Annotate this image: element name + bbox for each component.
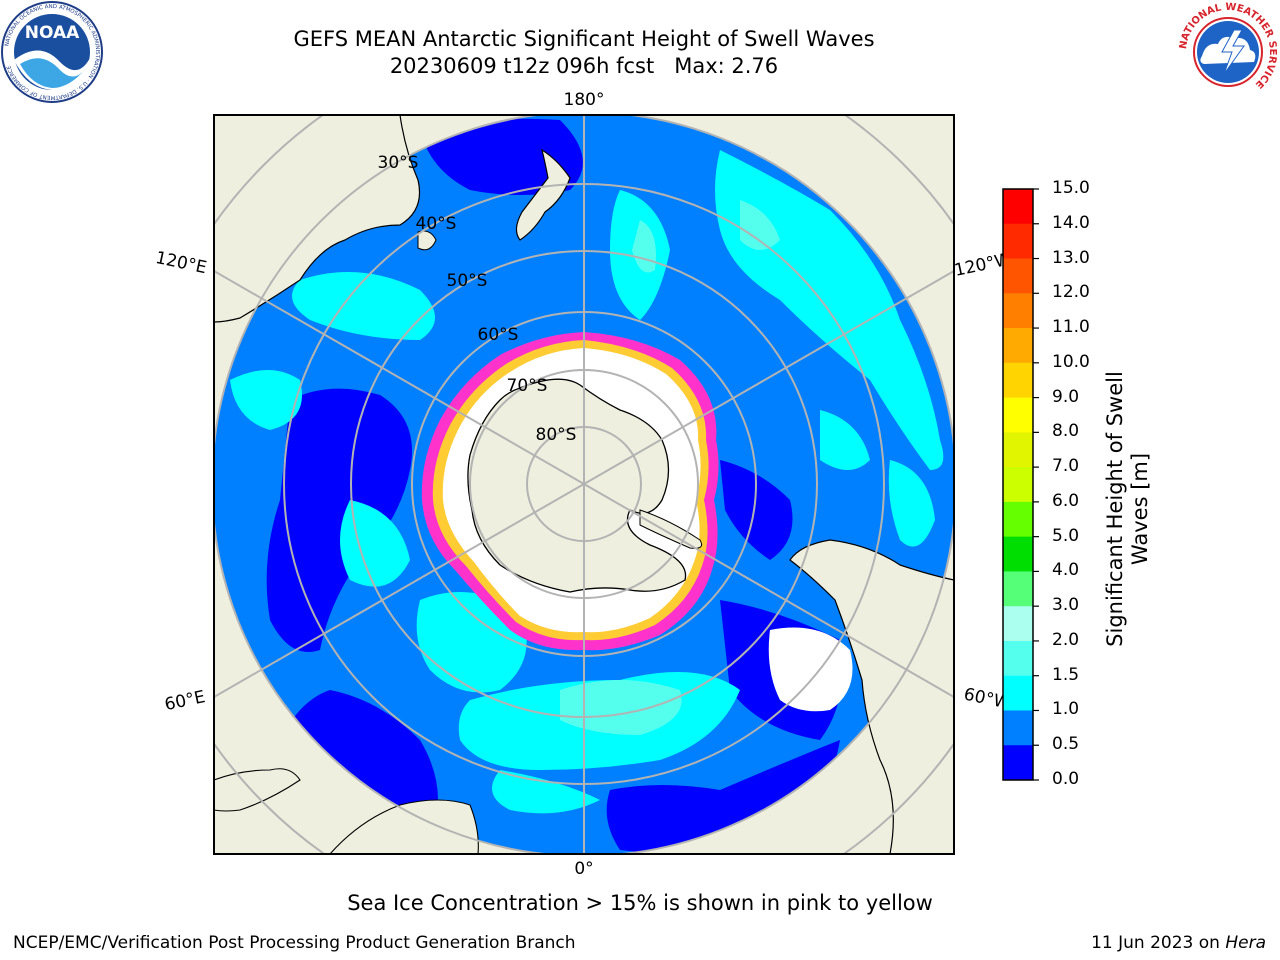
madagascar xyxy=(214,768,301,812)
colorbar-bin-8.0-9.0 xyxy=(1003,397,1033,433)
lon-label-120e: 120°E xyxy=(154,248,209,278)
africa xyxy=(329,799,479,854)
colorbar-tick-label: 6.0 xyxy=(1052,490,1080,511)
footer-date-text: 11 Jun 2023 on xyxy=(1091,933,1226,953)
colorbar-label: Significant Height of Swell Waves [m] xyxy=(1103,309,1153,709)
meridian-lines xyxy=(214,115,954,854)
lat-label-80s: 80°S xyxy=(536,425,577,445)
colorbar-tick-marks xyxy=(1033,188,1039,781)
colorbar-bin-11.0-12.0 xyxy=(1003,293,1033,329)
colorbar-tick-label: 2.0 xyxy=(1052,629,1080,650)
sea-ice-footnote: Sea Ice Concentration > 15% is shown in … xyxy=(347,891,933,915)
lon-label-180: 180° xyxy=(564,90,605,110)
nws-logo-icon: NATIONAL WEATHER SERVICE xyxy=(1178,2,1278,102)
colorbar-tick-label: 11.0 xyxy=(1052,317,1090,338)
lon-label-0: 0° xyxy=(574,859,593,879)
footer-host: Hera xyxy=(1225,933,1266,953)
colorbar-tick-label: 0.0 xyxy=(1052,769,1080,789)
lat-label-40s: 40°S xyxy=(416,214,457,234)
lat-label-50s: 50°S xyxy=(447,271,488,291)
lat-label-30s: 30°S xyxy=(378,153,419,173)
colorbar-tick-label: 3.0 xyxy=(1052,595,1080,616)
footer-date: 11 Jun 2023 on Hera xyxy=(1091,933,1266,953)
lat-label-70s: 70°S xyxy=(507,376,548,396)
colorbar-frame xyxy=(1002,188,1034,781)
colorbar-bin-2.0-3.0 xyxy=(1003,606,1033,642)
ice-free-patch xyxy=(768,627,853,712)
colorbar-bin-4.0-5.0 xyxy=(1003,536,1033,572)
colorbar-bin-0.5-1.0 xyxy=(1003,710,1033,746)
colorbar-tick-label: 1.5 xyxy=(1052,664,1080,685)
colorbar-bin-5.0-6.0 xyxy=(1003,501,1033,538)
colorbar-bin-14.0-15.0 xyxy=(1003,189,1033,225)
antarctic-peninsula xyxy=(639,509,703,549)
colorbar-bin-0.0-0.5 xyxy=(1003,745,1033,781)
tasmania xyxy=(417,230,437,251)
colorbar-bin-12.0-13.0 xyxy=(1003,258,1033,294)
colorbar-bin-1.0-1.5 xyxy=(1003,675,1033,711)
south-america xyxy=(789,539,954,854)
colorbar-bin-9.0-10.0 xyxy=(1003,362,1033,399)
chart-title-block: GEFS MEAN Antarctic Significant Height o… xyxy=(184,26,984,80)
footer-credit: NCEP/EMC/Verification Post Processing Pr… xyxy=(13,933,576,953)
colorbar-bin-3.0-4.0 xyxy=(1003,571,1033,607)
new-zealand xyxy=(515,148,571,241)
colorbar-bin-13.0-14.0 xyxy=(1003,223,1033,260)
colorbar-tick-label: 1.0 xyxy=(1052,699,1080,720)
colorbar-tick-label: 10.0 xyxy=(1052,351,1090,372)
colorbar-tick-label: 13.0 xyxy=(1052,247,1090,268)
colorbar-tick-label: 15.0 xyxy=(1052,178,1090,198)
lon-label-60e: 60°E xyxy=(163,687,207,715)
colorbar-tick-label: 0.5 xyxy=(1052,734,1080,755)
colorbar-tick-label: 12.0 xyxy=(1052,282,1090,303)
colorbar-tick-label: 9.0 xyxy=(1052,386,1080,407)
noaa-logo-text: NOAA xyxy=(25,23,80,43)
colorbar-bin-10.0-11.0 xyxy=(1003,328,1033,364)
australia xyxy=(214,115,421,323)
colorbar-tick-label: 4.0 xyxy=(1052,560,1080,581)
chart-subtitle: 20230609 t12z 096h fcst Max: 2.76 xyxy=(389,54,779,78)
noaa-logo-icon: NOAA NATIONAL OCEANIC AND ATMOSPHERIC AD… xyxy=(1,1,103,103)
colorbar-tick-label: 14.0 xyxy=(1052,212,1090,233)
colorbar-tick-label: 5.0 xyxy=(1052,525,1080,546)
colorbar-bin-7.0-8.0 xyxy=(1003,432,1033,468)
colorbar-bin-6.0-7.0 xyxy=(1003,467,1033,503)
colorbar-bin-1.5-2.0 xyxy=(1003,640,1033,677)
colorbar-tick-label: 7.0 xyxy=(1052,456,1080,477)
swell-1.5-2.0-field xyxy=(560,200,780,735)
colorbar-label-line1: Significant Height of Swell xyxy=(1103,371,1127,647)
colorbar-tick-label: 8.0 xyxy=(1052,421,1080,442)
colorbar-label-line2: Waves [m] xyxy=(1128,452,1152,566)
map-frame xyxy=(213,114,955,855)
colorbar xyxy=(1003,189,1033,781)
lat-label-60s: 60°S xyxy=(478,325,519,345)
antarctica-landmass xyxy=(467,378,687,593)
chart-title: GEFS MEAN Antarctic Significant Height o… xyxy=(293,27,875,51)
